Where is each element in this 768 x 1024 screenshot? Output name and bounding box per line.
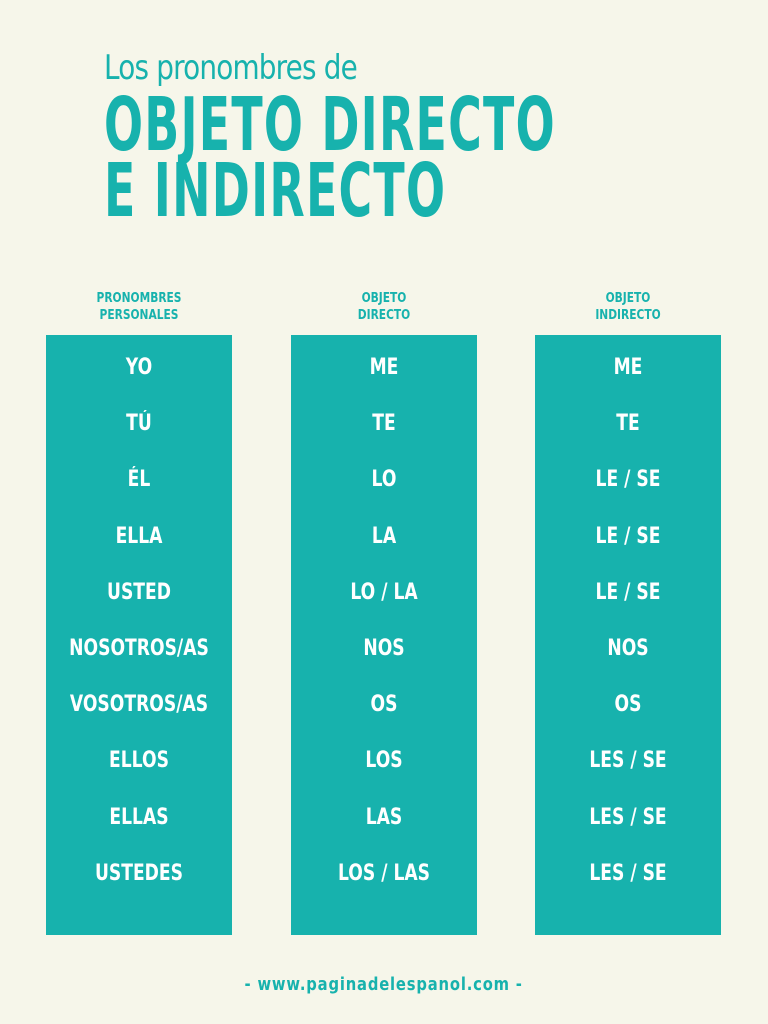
title-block: Los pronombres de OBJETO DIRECTO E INDIR… (104, 44, 768, 234)
column-header-line: PRONOMBRES (96, 291, 182, 306)
footer-website-text: - www.paginadelespanol.com - (244, 974, 524, 995)
pronoun-cell: LOS (365, 748, 403, 774)
pronoun-cell: ÉL (127, 467, 151, 493)
column-header: OBJETO INDIRECTO (552, 290, 705, 334)
pronoun-cell: USTED (107, 579, 171, 605)
pronoun-cell: ME (613, 355, 643, 380)
pronoun-cell: LE / SE (595, 579, 661, 605)
pronoun-cell: ELLA (115, 523, 163, 549)
pronoun-cell: LAS (365, 804, 403, 830)
pronoun-cell: USTEDES (94, 860, 184, 886)
column-panel: ME TE LE / SE LE / SE LE / SE NOS OS LES… (535, 335, 721, 935)
column-panel: YO TÚ ÉL ELLA USTED NOSOTROS/AS VOSOTROS… (46, 335, 232, 935)
page-title-line-1: OBJETO DIRECTO (104, 82, 556, 168)
column-header-line: PERSONALES (99, 308, 179, 323)
pronoun-cell: NOSOTROS/AS (69, 635, 209, 661)
column-direct-object: OBJETO DIRECTO ME TE LO LA LO / LA NOS O… (291, 290, 477, 935)
column-header-line: OBJETO (605, 291, 651, 306)
pronoun-cell: LE / SE (595, 467, 661, 493)
pronoun-cell: LES / SE (589, 804, 667, 830)
pronoun-cell: OS (370, 692, 398, 718)
pronoun-cell: ELLOS (109, 748, 169, 774)
pronoun-cell: ELLAS (109, 804, 169, 830)
footer-website: - www.paginadelespanol.com - (0, 974, 768, 995)
column-header: OBJETO DIRECTO (308, 290, 461, 334)
pronoun-cell: NOS (607, 635, 649, 661)
column-panel: ME TE LO LA LO / LA NOS OS LOS LAS LOS /… (291, 335, 477, 935)
pronoun-cell: VOSOTROS/AS (69, 692, 209, 718)
column-header-line: OBJETO (361, 291, 407, 306)
pronoun-cell: LO (371, 467, 397, 493)
pronoun-cell: LOS / LAS (337, 860, 431, 886)
column-header-line: DIRECTO (357, 308, 411, 323)
pronoun-cell: TE (372, 411, 396, 437)
pronoun-cell: LES / SE (589, 748, 667, 774)
column-indirect-object: OBJETO INDIRECTO ME TE LE / SE LE / SE L… (535, 290, 721, 935)
pronoun-cell: LO / LA (350, 579, 418, 605)
pronoun-cell: LES / SE (589, 860, 667, 886)
pronoun-cell: NOS (363, 635, 405, 661)
pronoun-cell: OS (614, 692, 642, 718)
column-personal-pronouns: PRONOMBRES PERSONALES YO TÚ ÉL ELLA USTE… (46, 290, 232, 935)
page-title-line-2: E INDIRECTO (104, 148, 447, 234)
column-header-line: INDIRECTO (595, 308, 661, 323)
page-subtitle: Los pronombres de (104, 48, 358, 88)
pronoun-cell: ME (369, 355, 399, 380)
pronoun-cell: YO (125, 355, 153, 380)
pronoun-cell: LE / SE (595, 523, 661, 549)
pronoun-cell: TE (616, 411, 640, 437)
pronoun-cell: LA (371, 523, 397, 549)
column-header: PRONOMBRES PERSONALES (63, 290, 216, 334)
pronoun-cell: TÚ (126, 411, 152, 437)
